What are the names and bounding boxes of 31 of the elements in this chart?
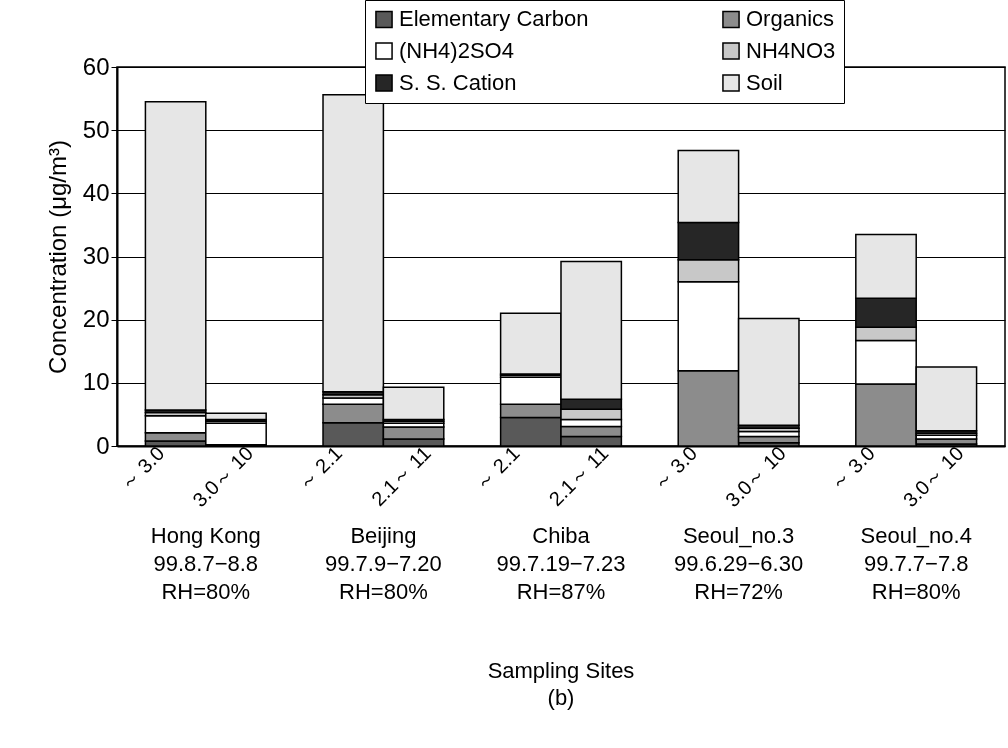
x-tick-label: 2.1～ 11 — [366, 442, 435, 510]
x-tick-label: 3.0～ 10 — [898, 442, 968, 512]
y-tick-label: 0 — [96, 431, 110, 459]
text: Seoul_no.4 99.7.7−7.8 RH=80% — [860, 523, 972, 604]
legend-label: Soil — [746, 70, 783, 95]
y-tick-label: 10 — [82, 368, 110, 396]
legend-label: (NH4)2SO4 — [399, 38, 514, 63]
x-tick-label: ～ 3.0 — [647, 442, 702, 496]
y-axis-title: Concentration (μg/m³) — [43, 140, 71, 374]
x-tick-label: 2.1～ 11 — [544, 442, 613, 510]
y-tick-label: 30 — [82, 242, 110, 269]
y-tick-label: 50 — [82, 115, 110, 143]
text: Beijing 99.7.9−7.20 RH=80% — [324, 523, 442, 604]
y-tick-label: 60 — [82, 52, 110, 80]
text: Chiba 99.7.19−7.23 RH=87% — [496, 523, 626, 604]
x-tick-label: ～ 3.0 — [115, 442, 169, 496]
legend-label: Organics — [746, 6, 835, 32]
y-tick-label: 20 — [82, 305, 110, 333]
text: Seoul_no.3 99.6.29−6.30 RH=72% — [674, 523, 804, 604]
text: Hong Kong 99.8.7−8.8 RH=80% — [150, 523, 261, 604]
x-tick-label: ～ 2.1 — [292, 442, 347, 496]
x-tick-label: ～ 2.1 — [470, 442, 524, 496]
x-tick-label: ～ 3.0 — [825, 442, 879, 496]
text: (b) — [547, 685, 575, 710]
text: Sampling Sites — [487, 658, 635, 683]
legend-label: S. S. Cation — [399, 70, 517, 95]
legend-label: Elementary Carbon — [399, 6, 589, 32]
legend-label: NH4NO3 — [746, 38, 836, 63]
x-tick-label: 3.0～ 10 — [188, 442, 258, 512]
y-tick-label: 40 — [82, 178, 110, 206]
x-tick-label: 3.0～ 10 — [721, 442, 791, 512]
